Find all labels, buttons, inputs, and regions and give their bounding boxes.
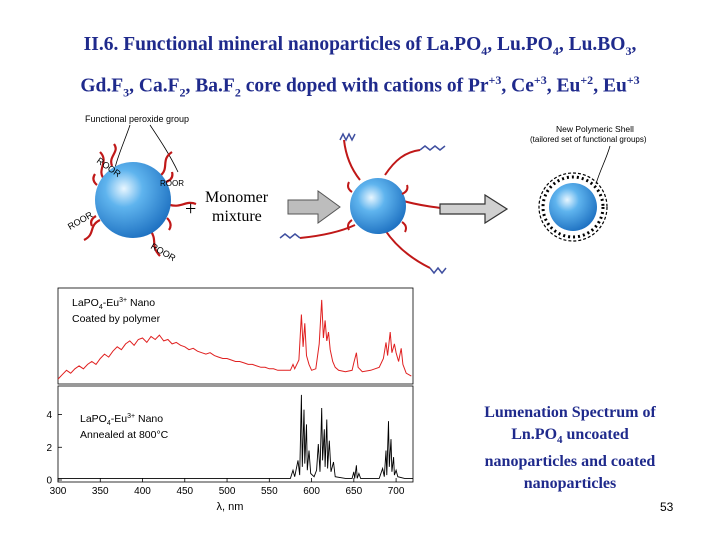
y-tick-label: 2 [46,443,52,454]
mixture-label: mixture [212,208,262,225]
roor-label: ROOR [160,179,184,188]
reaction-arrow [439,193,509,225]
pointer-line [595,145,611,185]
core-particle-with-peroxide-groups [83,143,197,257]
monomer-label: Monomer [205,189,269,206]
reaction-arrow [287,190,341,224]
shell-label: New Polymeric Shell [556,124,634,134]
y-tick-label: 0 [46,476,52,487]
bottom-series-line [58,394,413,479]
core-surface-arm [90,171,174,231]
title-line-2: Gd.F3, Ca.F2, Ba.F2 core doped with cati… [80,72,640,100]
x-tick-label: 300 [50,486,67,497]
caption-line-3: nanoparticles and coated [484,453,656,471]
plus-sign: + [185,198,196,220]
functional-group-label: Functional peroxide group [85,114,189,124]
peroxide-arm [83,143,197,257]
figure-caption: Lumenation Spectrum of Ln.PO4 uncoated n… [455,402,685,495]
particle-with-growing-chains [279,132,477,275]
roor-label: ROOR [149,241,178,263]
pointer-line [149,124,179,173]
polymer-chain [279,132,477,275]
nanoparticle-core [350,178,406,234]
nanoparticle-coating-diagram: Functional peroxide group ROOR ROOR ROOR… [66,114,647,275]
x-tick-label: 450 [176,486,193,497]
x-tick-label: 550 [261,486,278,497]
title-line-1: II.6. Functional mineral nanoparticles o… [83,34,637,58]
top-panel-frame [57,287,414,385]
x-tick-label: 600 [303,486,320,497]
y-axis-ticks: 0 2 4 [46,410,62,487]
slide-title: II.6. Functional mineral nanoparticles o… [0,30,720,107]
bottom-series-label: LaPO4-Eu3+ Nano [80,413,163,427]
nanoparticle-core [95,162,171,238]
x-tick-label: 400 [134,486,151,497]
caption-line-1: Lumenation Spectrum of [484,404,656,421]
luminescence-spectrum-chart: LaPO4-Eu3+ Nano Coated by polymer LaPO4-… [46,287,414,513]
shell-texture [541,175,605,239]
x-tick-label: 500 [219,486,236,497]
top-series-sublabel: Coated by polymer [72,313,161,325]
top-series-line [57,299,412,380]
x-tick-label: 650 [345,486,362,497]
nanoparticle-core [549,183,597,231]
x-tick-label: 350 [92,486,109,497]
chain-stem [299,139,461,269]
caption-line-2: Ln.PO4 uncoated [511,426,629,447]
coated-nanoparticle [538,172,608,242]
caption-line-4: nanoparticles [523,475,617,493]
core-surface-arm [347,181,409,233]
x-axis-label: λ, nm [217,501,244,513]
x-axis-ticks: 300 350 400 450 500 550 600 650 700 [50,478,405,497]
bottom-series-sublabel: Annealed at 800°C [80,429,169,441]
top-series-label: LaPO4-Eu3+ Nano [72,297,155,311]
bottom-panel-frame [57,385,414,483]
page-number: 53 [660,500,674,514]
x-tick-label: 700 [388,486,405,497]
pointer-line [114,124,131,169]
shell-sublabel: (tailored set of functional groups) [530,135,647,144]
y-tick-label: 4 [46,410,52,421]
